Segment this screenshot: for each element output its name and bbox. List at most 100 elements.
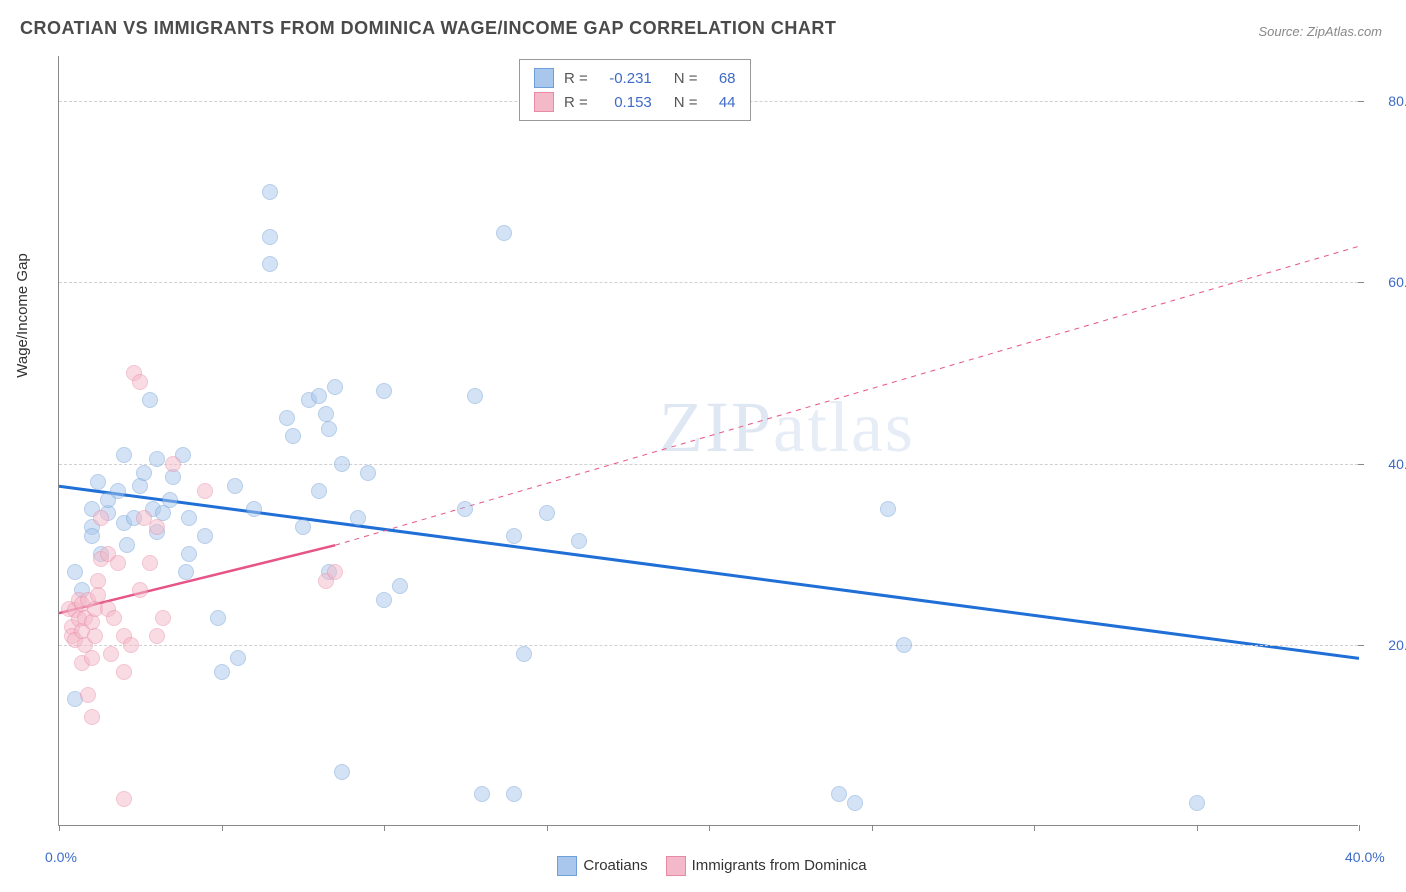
trend-line bbox=[335, 246, 1359, 545]
y-axis-tick-label: 20.0% bbox=[1388, 637, 1406, 653]
data-point bbox=[457, 501, 473, 517]
data-point bbox=[178, 564, 194, 580]
stats-row: R = 0.153 N = 44 bbox=[534, 90, 736, 114]
n-value: 68 bbox=[708, 70, 736, 87]
correlation-stats-box: R =-0.231N =68R =0.153N =44 bbox=[519, 59, 751, 121]
y-tick bbox=[1358, 101, 1364, 102]
data-point bbox=[84, 528, 100, 544]
data-point bbox=[87, 628, 103, 644]
data-point bbox=[110, 483, 126, 499]
data-point bbox=[181, 510, 197, 526]
n-value: 44 bbox=[708, 94, 736, 111]
data-point bbox=[350, 510, 366, 526]
data-point bbox=[106, 610, 122, 626]
data-point bbox=[227, 478, 243, 494]
y-tick bbox=[1358, 282, 1364, 283]
data-point bbox=[321, 421, 337, 437]
data-point bbox=[80, 687, 96, 703]
gridline bbox=[59, 645, 1358, 646]
bottom-legend: Croatians Immigrants from Dominica bbox=[0, 856, 1406, 876]
data-point bbox=[210, 610, 226, 626]
data-point bbox=[279, 410, 295, 426]
data-point bbox=[165, 456, 181, 472]
chart-title: CROATIAN VS IMMIGRANTS FROM DOMINICA WAG… bbox=[20, 18, 836, 39]
x-tick bbox=[59, 825, 60, 831]
y-axis-tick-label: 60.0% bbox=[1388, 274, 1406, 290]
x-tick bbox=[709, 825, 710, 831]
data-point bbox=[1189, 795, 1205, 811]
plot-area: ZIPatlas 20.0%40.0%60.0%80.0%0.0%40.0%R … bbox=[58, 56, 1358, 826]
r-value: 0.153 bbox=[598, 94, 652, 111]
data-point bbox=[116, 791, 132, 807]
data-point bbox=[123, 637, 139, 653]
data-point bbox=[896, 637, 912, 653]
chart-container: CROATIAN VS IMMIGRANTS FROM DOMINICA WAG… bbox=[0, 0, 1406, 892]
data-point bbox=[467, 388, 483, 404]
x-tick bbox=[872, 825, 873, 831]
data-point bbox=[506, 786, 522, 802]
legend-swatch bbox=[666, 856, 686, 876]
x-tick bbox=[222, 825, 223, 831]
data-point bbox=[132, 374, 148, 390]
data-point bbox=[103, 646, 119, 662]
r-label: R = bbox=[564, 94, 588, 111]
data-point bbox=[110, 555, 126, 571]
y-tick bbox=[1358, 645, 1364, 646]
source-attribution: Source: ZipAtlas.com bbox=[1258, 24, 1382, 39]
x-tick bbox=[384, 825, 385, 831]
data-point bbox=[262, 256, 278, 272]
data-point bbox=[285, 428, 301, 444]
data-point bbox=[539, 505, 555, 521]
data-point bbox=[474, 786, 490, 802]
data-point bbox=[116, 447, 132, 463]
data-point bbox=[496, 225, 512, 241]
data-point bbox=[262, 229, 278, 245]
x-tick bbox=[1359, 825, 1360, 831]
data-point bbox=[181, 546, 197, 562]
data-point bbox=[155, 610, 171, 626]
stats-row: R =-0.231N =68 bbox=[534, 66, 736, 90]
n-label: N = bbox=[674, 70, 698, 87]
data-point bbox=[162, 492, 178, 508]
data-point bbox=[311, 388, 327, 404]
data-point bbox=[571, 533, 587, 549]
gridline bbox=[59, 282, 1358, 283]
data-point bbox=[376, 383, 392, 399]
data-point bbox=[132, 582, 148, 598]
data-point bbox=[149, 451, 165, 467]
data-point bbox=[119, 537, 135, 553]
data-point bbox=[506, 528, 522, 544]
data-point bbox=[197, 528, 213, 544]
data-point bbox=[847, 795, 863, 811]
x-tick bbox=[1197, 825, 1198, 831]
data-point bbox=[149, 628, 165, 644]
x-tick bbox=[1034, 825, 1035, 831]
legend-label: Immigrants from Dominica bbox=[692, 857, 867, 874]
data-point bbox=[84, 709, 100, 725]
data-point bbox=[230, 650, 246, 666]
data-point bbox=[90, 474, 106, 490]
watermark: ZIPatlas bbox=[659, 386, 915, 469]
data-point bbox=[67, 564, 83, 580]
data-point bbox=[327, 379, 343, 395]
y-axis-title: Wage/Income Gap bbox=[14, 253, 31, 378]
data-point bbox=[197, 483, 213, 499]
legend-swatch bbox=[557, 856, 577, 876]
data-point bbox=[376, 592, 392, 608]
data-point bbox=[93, 510, 109, 526]
data-point bbox=[90, 573, 106, 589]
data-point bbox=[334, 764, 350, 780]
data-point bbox=[318, 406, 334, 422]
data-point bbox=[334, 456, 350, 472]
data-point bbox=[132, 478, 148, 494]
trend-lines-layer bbox=[59, 56, 1359, 826]
data-point bbox=[262, 184, 278, 200]
legend-label: Croatians bbox=[583, 857, 647, 874]
data-point bbox=[880, 501, 896, 517]
data-point bbox=[311, 483, 327, 499]
series-swatch bbox=[534, 92, 554, 112]
data-point bbox=[516, 646, 532, 662]
y-axis-tick-label: 80.0% bbox=[1388, 93, 1406, 109]
data-point bbox=[116, 664, 132, 680]
n-label: N = bbox=[674, 94, 698, 111]
